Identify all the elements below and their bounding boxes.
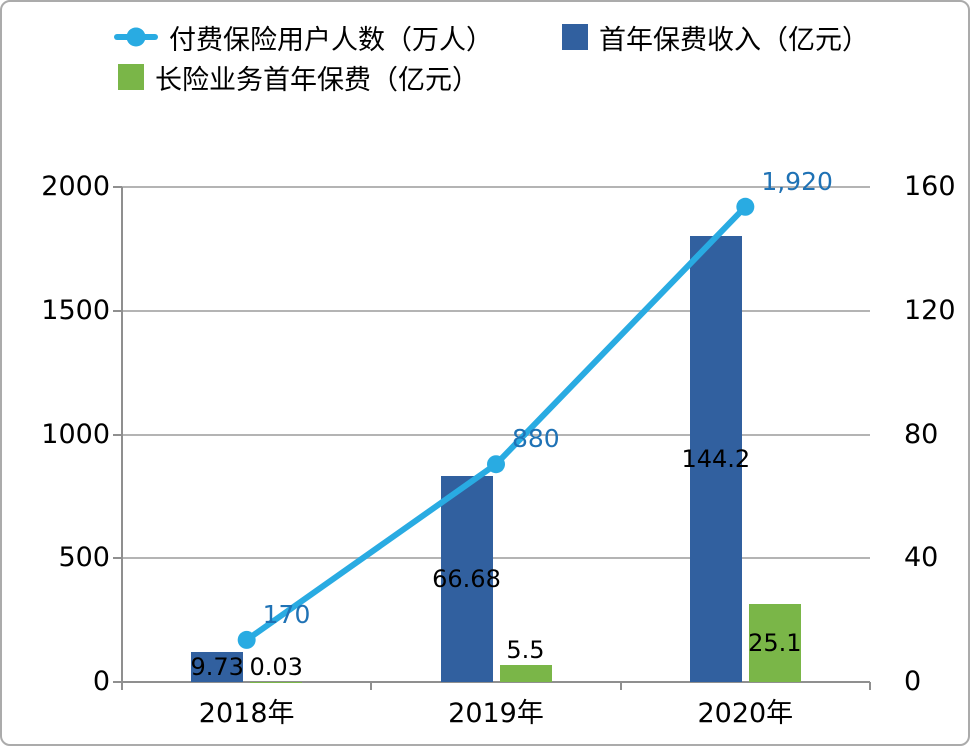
legend-item-long-term-premium: 长险业务首年保费（亿元） — [118, 60, 479, 96]
bar-long-term-premium — [748, 604, 801, 682]
y-axis-label-left: 500 — [58, 542, 110, 574]
line-point-marker — [237, 630, 256, 649]
gridline — [122, 433, 870, 436]
bar-data-label: 144.2 — [681, 444, 751, 473]
gridline — [122, 309, 870, 312]
line-point-marker — [487, 455, 505, 474]
x-axis-tick — [121, 682, 123, 690]
line-marker-icon — [114, 27, 158, 47]
line-marker-dot-icon — [126, 27, 146, 47]
x-axis-tick — [619, 682, 622, 690]
y-axis-tick — [113, 557, 122, 560]
y-axis-label-right: 80 — [904, 418, 939, 450]
y-axis-tick — [113, 433, 122, 436]
legend-item-paid-users: 付费保险用户人数（万人） — [114, 20, 493, 56]
bar-data-label: 5.5 — [506, 635, 545, 664]
y-axis-tick — [113, 186, 122, 188]
gridline — [122, 186, 870, 188]
line-point-marker — [736, 197, 755, 216]
bar-data-label: 9.73 — [190, 652, 244, 681]
bar1-marker-icon — [562, 24, 588, 50]
line-data-label: 1,920 — [761, 166, 833, 196]
y-axis-label-right: 40 — [904, 542, 939, 574]
x-axis-tick — [370, 682, 373, 690]
bar-long-term-premium — [499, 664, 552, 682]
x-axis-label: 2019年 — [448, 698, 544, 729]
y-axis-label-left: 0 — [92, 666, 110, 697]
bar-data-label: 0.03 — [249, 652, 303, 681]
gridline — [122, 557, 870, 560]
legend-label-paid-users: 付费保险用户人数（万人） — [169, 24, 493, 56]
bar2-marker-icon — [118, 64, 144, 90]
line-data-label: 170 — [262, 599, 311, 629]
legend-label-first-year-premium: 首年保费收入（亿元） — [599, 24, 869, 56]
x-axis-line — [122, 681, 870, 683]
y-axis-tick — [113, 309, 122, 312]
bar-first-year-premium — [191, 651, 244, 682]
line-data-label: 880 — [512, 424, 560, 454]
y-axis-line — [121, 187, 123, 682]
y-axis-label-left: 1500 — [41, 294, 110, 326]
y-axis-label-left: 1000 — [41, 418, 110, 450]
bar-data-label: 25.1 — [748, 629, 802, 658]
legend-label-long-term-premium: 长险业务首年保费（亿元） — [155, 64, 479, 96]
x-axis-tick — [869, 682, 871, 690]
y-axis-label-right: 120 — [904, 294, 956, 326]
bar-data-label: 66.68 — [432, 564, 501, 593]
y-axis-label-right: 0 — [904, 666, 922, 697]
x-axis-label: 2020年 — [697, 698, 794, 729]
y-axis-label-right: 160 — [904, 171, 956, 202]
legend-item-first-year-premium: 首年保费收入（亿元） — [562, 20, 869, 56]
y-axis-tick — [113, 681, 122, 683]
x-axis-label: 2018年 — [198, 698, 295, 729]
y-axis-label-left: 2000 — [41, 171, 110, 202]
